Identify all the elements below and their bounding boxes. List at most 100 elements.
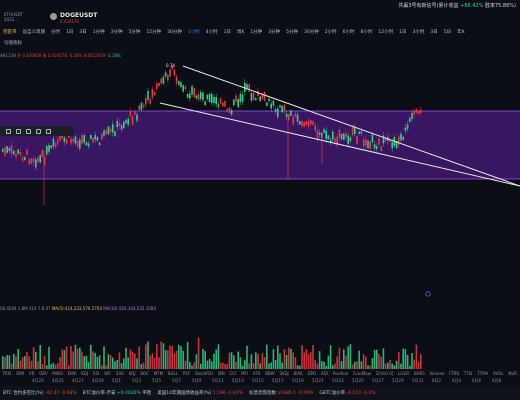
symbol-name[interactable]: DOGEUSDT (60, 12, 98, 19)
timeframe-11[interactable]: 周K (236, 30, 245, 35)
timeframe-0[interactable]: 分时 (51, 30, 60, 35)
volume-bar (15, 356, 17, 369)
indicator-tab-4[interactable]: MWO (52, 371, 63, 376)
timeframe-18[interactable]: 8小时 (360, 30, 373, 35)
indicator-tab-24[interactable]: ADI (320, 371, 328, 376)
timeframe-bar: 完匠单 设自义周期 分时 1日 3日 1分钟 3分钟 5分钟 15分钟 30分钟 1小时 4小时 1… (0, 27, 520, 37)
indicator-tab-8[interactable]: WR (104, 371, 111, 376)
signal-winrate: 胜率75.86%) (484, 3, 516, 9)
indicator-tab-15[interactable]: StochRSI (194, 371, 213, 376)
indicator-tab-2[interactable]: VR (28, 371, 35, 376)
indicator-tab-1[interactable]: DMI (16, 371, 25, 376)
timeframe-10[interactable]: 1日 (223, 30, 231, 35)
volume-bar (365, 356, 367, 369)
ticker-item-4[interactable]: GBTC溢价率 -0.114 -0.1% (319, 391, 376, 396)
indicator-tab-12[interactable]: MTM (153, 371, 164, 376)
trendline-upper[interactable] (182, 65, 520, 187)
ticker-item-0[interactable]: BTC 合约多空比(%) -42.47 -0.68% (3, 391, 77, 396)
indicator-tab-5[interactable]: EMA (67, 371, 77, 376)
timeframe-5[interactable]: 5分钟 (128, 30, 141, 35)
indicator-tab-29[interactable]: BARS (413, 371, 425, 376)
indicator-tab-28[interactable]: LGUR (398, 371, 410, 376)
indicator-tab-35[interactable]: NUR (508, 371, 518, 376)
indicator-tab-22[interactable]: BIAS (293, 371, 303, 376)
timeframe-12[interactable]: 1分钟 (250, 30, 263, 35)
ticker-item-1[interactable]: BTC溢价率-币安 +0.0026% 平稳 (82, 391, 152, 396)
volume-bar (294, 356, 297, 369)
indicator-tab-26[interactable]: Fundflow (353, 371, 371, 376)
indicator-tab-20[interactable]: BBW (265, 371, 275, 376)
indicator-tab-19[interactable]: ATR (252, 371, 261, 376)
indicator-tab-25[interactable]: Position (332, 371, 349, 376)
volume-bar (63, 350, 66, 369)
indicator-tab-33[interactable]: TTMA (477, 371, 489, 376)
indicator-tab-14[interactable]: PSY (182, 371, 191, 376)
timeframe-20[interactable]: 1日 (399, 30, 407, 35)
timeframe-13[interactable]: 3分钟 (268, 30, 281, 35)
indicator-tab-17[interactable]: CCI (229, 371, 237, 376)
indicator-tab-0[interactable]: TRIX (2, 371, 12, 376)
indicator-tab-16[interactable]: SMI (217, 371, 225, 376)
volume-bar (246, 345, 248, 369)
indicator-tab-9[interactable]: SAR (115, 371, 124, 376)
ma5-value: MA(5):414,233,576.2703 (51, 306, 102, 311)
draw-tool-3-icon[interactable] (26, 128, 31, 134)
draw-tool-2-icon[interactable] (16, 128, 21, 134)
x-tick-label: 5月7 (172, 378, 182, 383)
timeframe-15[interactable]: 30分钟 (304, 30, 319, 35)
timeframe-17[interactable]: 6小时 (342, 30, 355, 35)
volume-bar (340, 361, 343, 369)
timeframe-24[interactable]: 年K (457, 30, 465, 35)
timeframe-7[interactable]: 30分钟 (167, 30, 182, 35)
indicator-tab-31[interactable]: FTBS (449, 371, 460, 376)
trendline-lower[interactable] (159, 102, 520, 187)
timeframe-14[interactable]: 5分钟 (286, 30, 299, 35)
candle-body (266, 102, 268, 106)
timeframe-6[interactable]: 15分钟 (146, 30, 162, 35)
timeframe-8[interactable]: 1小时 (187, 30, 200, 35)
timeframe-23[interactable]: 5日 (443, 30, 452, 35)
indicator-tab-32[interactable]: TTSI (463, 371, 473, 376)
volume-bar (318, 351, 321, 369)
indicator-tab-30[interactable]: Volume (429, 371, 445, 376)
timeframe-16[interactable]: 2小时 (324, 30, 337, 35)
signal-notice[interactable]: 共赢3号有新信号(累计收益 +86.42% 胜率75.86%) (398, 2, 516, 9)
indicator-tab-7[interactable]: RSI (92, 371, 100, 376)
indicator-tab-11[interactable]: BOC (140, 371, 149, 376)
timeframe-21[interactable]: 3小时 (412, 30, 425, 35)
timeframe-19[interactable]: 12小时 (378, 30, 394, 35)
timeframe-22[interactable]: 3日 (430, 30, 438, 35)
ticker-item-2[interactable]: 美国10年期国债收益率(%) 1.596 -0.87% (157, 391, 243, 396)
indicator-tab-10[interactable]: KDJ (128, 371, 136, 376)
timeframe-2[interactable]: 3日 (79, 30, 87, 35)
indicator-tab-27[interactable]: 2[Vert.0] (375, 371, 394, 376)
indicator-tab-6[interactable]: KDJ (81, 371, 89, 376)
ticker-item-3[interactable]: 标普恐慌指数 $1886.1 -0.09% (248, 391, 314, 396)
timeframe-4[interactable]: 3分钟 (110, 30, 123, 35)
candle-body (103, 130, 105, 136)
indicator-tab-23[interactable]: DPO (307, 371, 317, 376)
previous-symbol[interactable]: ETHUSDT 2022... (4, 12, 23, 22)
draw-tool-1-icon[interactable] (6, 128, 11, 134)
volume-bar (57, 362, 59, 369)
timeframe-9[interactable]: 4小时 (205, 30, 218, 35)
indicator-tab-3[interactable]: OBV (39, 371, 48, 376)
volume-bar (131, 351, 134, 369)
delete-icon[interactable] (46, 128, 51, 134)
indicator-tab-13[interactable]: BULL (167, 371, 179, 376)
custom-period-button[interactable]: 设自义周期 (22, 30, 46, 35)
ohlc-open: 开 0.420008 (17, 53, 42, 58)
tab-avg-indicator[interactable]: 均值指标 (4, 41, 22, 46)
timeframe-1[interactable]: 1日 (66, 30, 74, 35)
indicator-tab-18[interactable]: MFI (241, 371, 248, 376)
lock-icon[interactable] (36, 128, 41, 134)
timeframe-3[interactable]: 1分钟 (92, 30, 105, 35)
volume-bar (213, 353, 215, 369)
dropdown-simple-button[interactable]: 完匠单 (3, 30, 17, 35)
candle-body (76, 141, 79, 147)
indicator-tab-34[interactable]: AVOL (493, 371, 504, 376)
volume-bar (94, 352, 96, 369)
indicator-tab-21[interactable]: SKDJ (279, 371, 289, 376)
candle-body (296, 114, 299, 122)
